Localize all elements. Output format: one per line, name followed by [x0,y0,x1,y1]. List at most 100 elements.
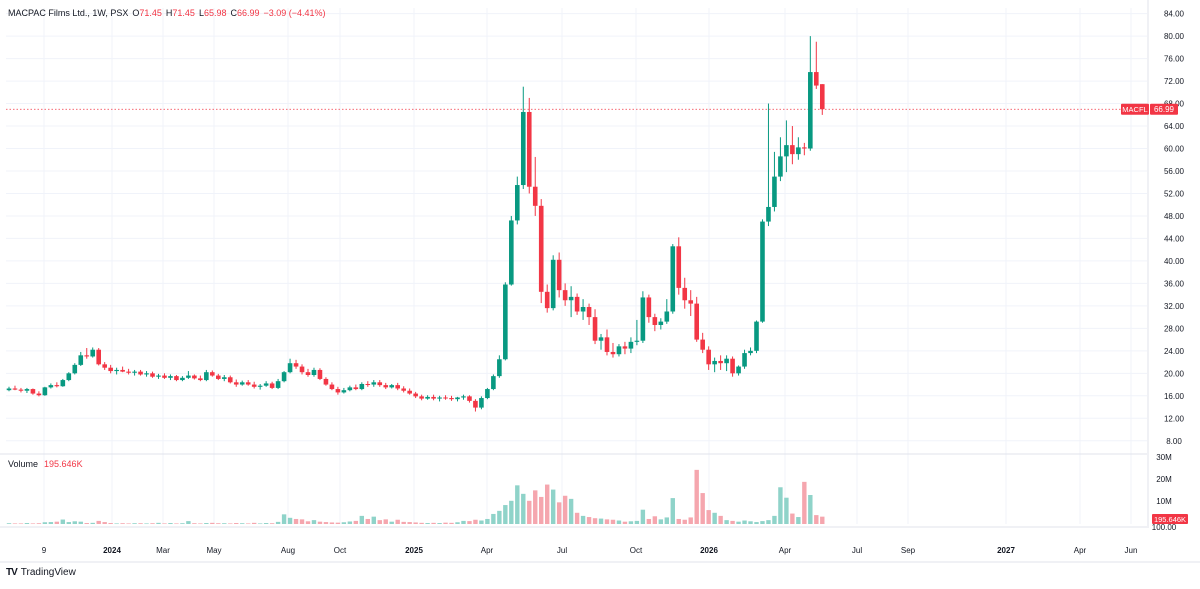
volume-bar [335,522,341,524]
volume-bar [305,521,311,524]
change-value: −3.09 (−4.41%) [263,8,326,18]
volume-tag-bg [1152,514,1188,524]
volume-bar [437,523,442,524]
time-tick-label: Aug [281,546,295,555]
volume-bar [556,502,562,524]
open-label: O [132,8,140,18]
candle-body [652,317,658,325]
volume-bar [84,523,89,524]
candle-body [281,372,287,382]
price-tick-label: 44.00 [1164,234,1185,243]
volume-bar [670,498,675,524]
volume-bar [640,509,646,524]
volume-bar [275,521,281,524]
volume-bar [138,523,143,524]
volume-bar [754,522,759,524]
candle-body [180,377,185,381]
candle-body [144,373,149,375]
volume-bar [610,519,616,524]
candle-body [78,355,84,365]
candle-body [42,387,48,396]
volume-bar [742,520,747,524]
volume-bar [533,490,538,524]
volume-bar [126,523,131,525]
axes: 8.00 12.00 16.00 20.00 24.00 28.00 32.00 36.00 4… [0,0,1200,563]
volume-bar [443,522,448,524]
volume-bar [359,515,365,524]
volume-bar [198,523,203,525]
volume-bar [371,516,376,524]
price-tick-label: 48.00 [1164,212,1185,221]
candle-body [754,321,759,351]
volume-bar [132,523,137,524]
candle-body [604,337,610,352]
candle-body [443,397,448,399]
volume-bar [114,523,119,525]
candle-body [461,396,466,398]
candle-body [598,337,604,341]
time-tick-label: 9 [42,546,47,555]
tradingview-brand[interactable]: TV TradingView [6,567,76,578]
candle-body [491,376,496,390]
candle-body [389,385,395,388]
candle-body [36,393,42,396]
volume-label[interactable]: Volume [8,459,39,469]
candle-body [383,385,389,388]
candle-body [275,381,281,388]
ticker-tag-label: MACFL [1122,105,1147,114]
volume-bar [509,500,514,524]
candle-body [156,375,161,377]
candle-body [66,373,72,381]
volume-bar [186,521,191,524]
candle-body [329,384,335,390]
volume-bar [431,522,436,524]
candle-body [174,376,179,381]
candle-body [622,346,628,349]
candle-body [210,372,215,376]
symbol-title[interactable]: MACPAC Films Ltd., 1W, PSX [8,8,129,18]
candle-body [814,72,819,86]
candle-body [532,186,538,206]
volume-bar [162,523,167,525]
volume-bar [401,521,406,524]
volume-bar [539,496,544,524]
volume-bar [341,522,347,524]
candle-body [353,387,359,390]
volume-bar [54,521,60,524]
volume-bar [263,523,269,524]
candle-body [736,366,741,374]
volume-bar [814,515,819,524]
volume-bar [299,519,305,524]
volume-bar [18,523,24,525]
candle-body [168,376,173,378]
volume-bar [192,523,197,524]
candle-body [784,145,789,157]
time-tick-label: Jul [557,546,567,555]
candle-body [556,259,562,291]
price-tick-label: 64.00 [1164,122,1185,131]
symbol-legend: MACPAC Films Ltd., 1W, PSX O 71.45 H 71.45… [8,8,326,18]
candle-body [126,371,131,373]
volume-bar [329,522,335,524]
volume-bar [395,519,400,524]
volume-bar [694,469,699,524]
candle-body [233,382,239,385]
candle-body [700,339,705,350]
volume-value: 195.646K [44,459,83,469]
last-price-tag: MACFL 66.99 [1121,103,1178,115]
candle-body [60,380,66,387]
volume-bar [246,523,251,525]
candle-body [84,355,90,357]
candle-body [479,398,484,408]
candle-body [694,303,699,340]
candle-body [760,221,765,322]
candle-body [634,340,640,342]
candle-body [186,375,191,378]
price-tick-label: 52.00 [1164,189,1185,198]
volume-bar [216,523,221,524]
volume-bar [407,522,412,524]
volume-bar [144,523,149,525]
candle-body [216,375,221,379]
